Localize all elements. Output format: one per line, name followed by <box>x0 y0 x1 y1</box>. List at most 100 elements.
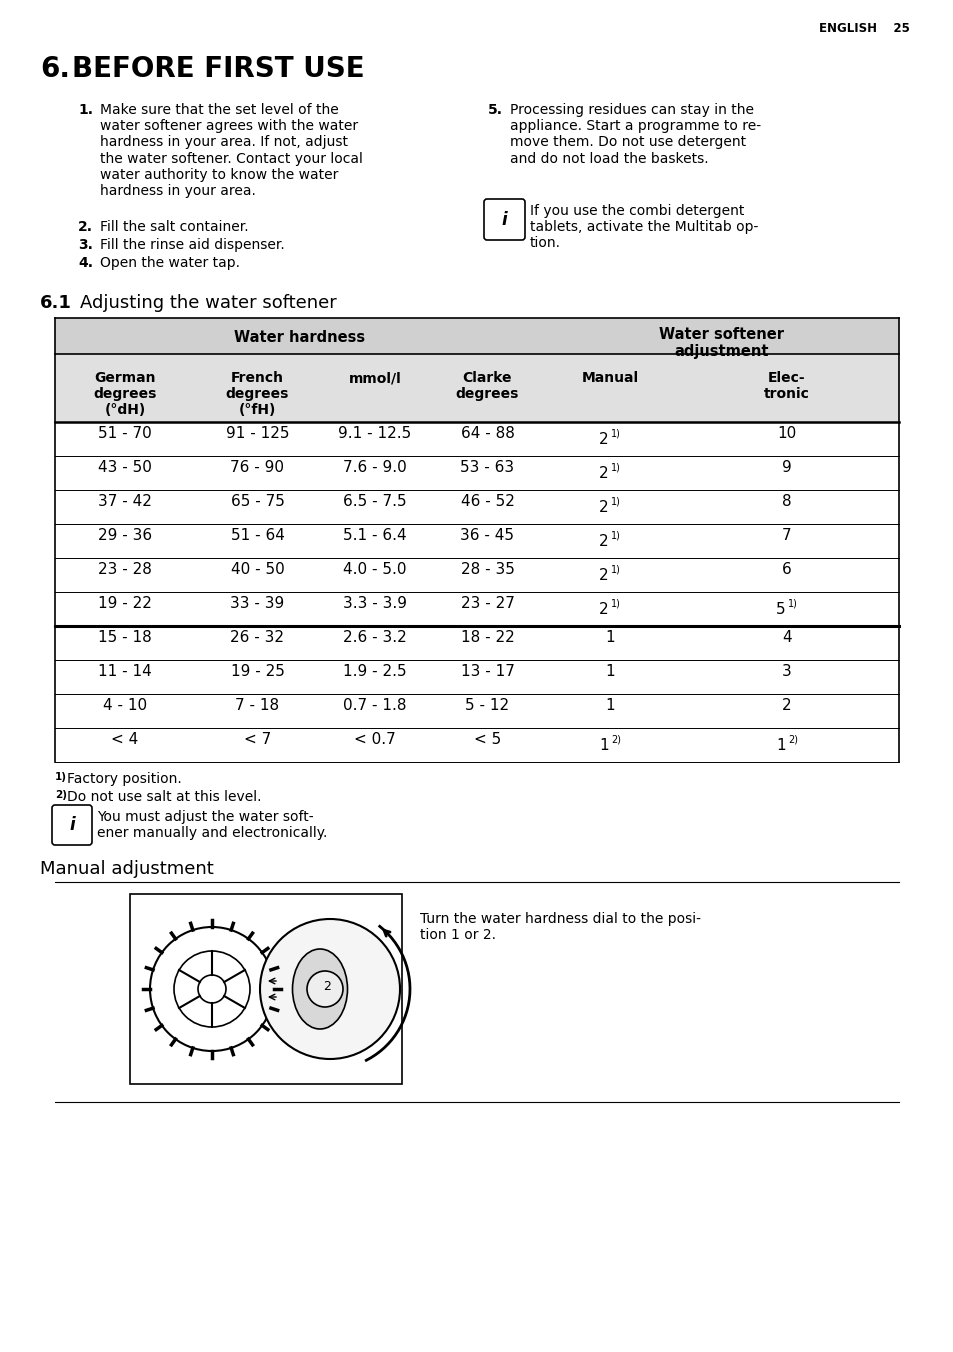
Bar <box>544 318 898 354</box>
Text: 1): 1) <box>610 498 620 507</box>
Text: 23 - 27: 23 - 27 <box>460 596 514 611</box>
Text: Turn the water hardness dial to the posi-
tion 1 or 2.: Turn the water hardness dial to the posi… <box>419 913 700 942</box>
Text: 2: 2 <box>598 602 608 617</box>
Text: 2: 2 <box>598 431 608 446</box>
Text: 3.3 - 3.9: 3.3 - 3.9 <box>343 596 407 611</box>
Text: Manual adjustment: Manual adjustment <box>40 860 213 877</box>
Text: 65 - 75: 65 - 75 <box>231 493 284 508</box>
Text: 1: 1 <box>776 737 785 753</box>
Text: < 4: < 4 <box>112 731 138 748</box>
Text: Water softener
adjustment: Water softener adjustment <box>659 327 783 360</box>
Text: i: i <box>501 211 507 228</box>
Text: 1): 1) <box>610 565 620 575</box>
Text: 1: 1 <box>598 737 608 753</box>
Text: < 5: < 5 <box>474 731 500 748</box>
Text: Make sure that the set level of the
water softener agrees with the water
hardnes: Make sure that the set level of the wate… <box>100 103 362 197</box>
Text: i: i <box>69 817 74 834</box>
Text: Clarke
degrees: Clarke degrees <box>456 370 518 402</box>
Bar <box>55 318 544 354</box>
Text: Adjusting the water softener: Adjusting the water softener <box>80 293 336 312</box>
Text: 2): 2) <box>787 735 797 745</box>
Text: 6: 6 <box>781 562 791 577</box>
Text: 3.: 3. <box>78 238 92 251</box>
Text: 2: 2 <box>598 499 608 515</box>
Text: 1.9 - 2.5: 1.9 - 2.5 <box>343 664 406 679</box>
Text: 51 - 64: 51 - 64 <box>231 529 284 544</box>
Text: 7 - 18: 7 - 18 <box>235 698 279 713</box>
Text: French
degrees
(°fH): French degrees (°fH) <box>226 370 289 418</box>
Text: < 7: < 7 <box>244 731 271 748</box>
Text: German
degrees
(°dH): German degrees (°dH) <box>93 370 156 418</box>
Ellipse shape <box>293 949 347 1029</box>
Bar <box>55 525 898 558</box>
Text: 2: 2 <box>598 534 608 549</box>
Text: 1: 1 <box>604 698 614 713</box>
Text: 46 - 52: 46 - 52 <box>460 493 514 508</box>
Text: 51 - 70: 51 - 70 <box>98 426 152 441</box>
Text: 1): 1) <box>610 531 620 541</box>
Text: 6.5 - 7.5: 6.5 - 7.5 <box>343 493 406 508</box>
Text: 15 - 18: 15 - 18 <box>98 630 152 645</box>
Text: 7.6 - 9.0: 7.6 - 9.0 <box>343 460 406 475</box>
Text: Fill the rinse aid dispenser.: Fill the rinse aid dispenser. <box>100 238 284 251</box>
Text: 19 - 25: 19 - 25 <box>231 664 284 679</box>
Text: 64 - 88: 64 - 88 <box>460 426 514 441</box>
Text: 33 - 39: 33 - 39 <box>230 596 284 611</box>
Text: 2: 2 <box>323 979 331 992</box>
Text: 4.: 4. <box>78 256 92 270</box>
Circle shape <box>260 919 399 1059</box>
Text: Do not use salt at this level.: Do not use salt at this level. <box>67 790 261 804</box>
Text: mmol/l: mmol/l <box>348 370 401 385</box>
Text: You must adjust the water soft-
ener manually and electronically.: You must adjust the water soft- ener man… <box>97 810 327 840</box>
Text: BEFORE FIRST USE: BEFORE FIRST USE <box>71 55 364 82</box>
Text: Elec-
tronic: Elec- tronic <box>763 370 809 402</box>
Text: 18 - 22: 18 - 22 <box>460 630 514 645</box>
Text: 23 - 28: 23 - 28 <box>98 562 152 577</box>
Text: 6.: 6. <box>40 55 70 82</box>
Text: 29 - 36: 29 - 36 <box>98 529 152 544</box>
Text: Open the water tap.: Open the water tap. <box>100 256 240 270</box>
Text: 37 - 42: 37 - 42 <box>98 493 152 508</box>
Text: 4.0 - 5.0: 4.0 - 5.0 <box>343 562 406 577</box>
Text: Manual: Manual <box>580 370 638 385</box>
Text: 1): 1) <box>787 599 797 608</box>
Text: 2): 2) <box>55 790 67 800</box>
Text: 1: 1 <box>604 630 614 645</box>
Bar <box>55 489 898 525</box>
Text: 5.: 5. <box>488 103 502 118</box>
Text: 40 - 50: 40 - 50 <box>231 562 284 577</box>
Text: 2): 2) <box>610 735 620 745</box>
Text: 26 - 32: 26 - 32 <box>231 630 284 645</box>
Text: Fill the salt container.: Fill the salt container. <box>100 220 249 234</box>
Text: 1.: 1. <box>78 103 92 118</box>
Text: 3: 3 <box>781 664 791 679</box>
Text: 2.: 2. <box>78 220 92 234</box>
Text: 8: 8 <box>781 493 791 508</box>
Circle shape <box>307 971 343 1007</box>
Text: 5 - 12: 5 - 12 <box>465 698 509 713</box>
Text: 10: 10 <box>777 426 796 441</box>
Text: 0.7 - 1.8: 0.7 - 1.8 <box>343 698 406 713</box>
Text: 13 - 17: 13 - 17 <box>460 664 514 679</box>
Text: 53 - 63: 53 - 63 <box>460 460 514 475</box>
Text: 1): 1) <box>610 599 620 608</box>
Bar <box>130 894 401 1084</box>
Bar <box>55 558 898 592</box>
Bar <box>55 354 898 422</box>
Text: Factory position.: Factory position. <box>67 772 182 786</box>
Text: 9.1 - 12.5: 9.1 - 12.5 <box>338 426 411 441</box>
Text: 91 - 125: 91 - 125 <box>226 426 289 441</box>
Text: 1): 1) <box>610 429 620 439</box>
Text: 2: 2 <box>598 465 608 480</box>
Text: 7: 7 <box>781 529 791 544</box>
Text: 9: 9 <box>781 460 791 475</box>
Text: 4 - 10: 4 - 10 <box>103 698 147 713</box>
Text: 4: 4 <box>781 630 791 645</box>
Text: 43 - 50: 43 - 50 <box>98 460 152 475</box>
Text: 19 - 22: 19 - 22 <box>98 596 152 611</box>
Text: 2: 2 <box>598 568 608 583</box>
Text: Processing residues can stay in the
appliance. Start a programme to re-
move the: Processing residues can stay in the appl… <box>510 103 760 165</box>
Text: 28 - 35: 28 - 35 <box>460 562 514 577</box>
Text: 5.1 - 6.4: 5.1 - 6.4 <box>343 529 406 544</box>
Bar <box>55 592 898 626</box>
